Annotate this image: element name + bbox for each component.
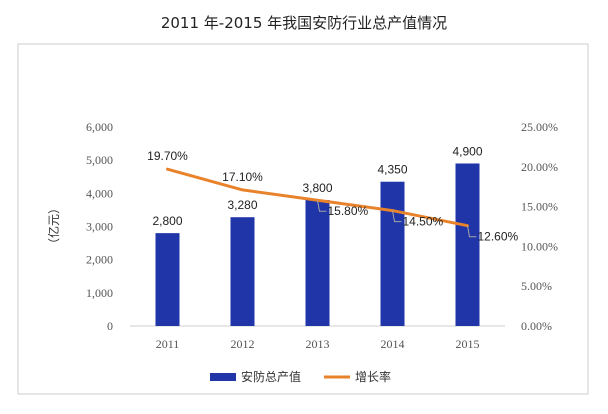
x-axis: 2011 2012 2013 2014 2015: [156, 337, 480, 351]
y2-tick-label: 20.00%: [521, 160, 558, 174]
bar-data-labels: 2,800 3,280 3,800 4,350 4,900: [152, 144, 482, 228]
y-axis-title: （亿元）: [46, 202, 61, 250]
bar: [155, 233, 180, 326]
line-data-label: 17.10%: [222, 170, 263, 184]
bar-data-label: 4,350: [377, 163, 407, 177]
line-data-label: 19.70%: [147, 149, 188, 163]
y2-tick-label: 25.00%: [521, 120, 558, 134]
bar-data-label: 3,800: [302, 181, 332, 195]
line-data-label: 12.60%: [478, 230, 519, 244]
x-tick-label: 2011: [156, 337, 180, 351]
y2-tick-label: 10.00%: [521, 239, 558, 253]
label-leader-line: [467, 225, 477, 238]
bar: [380, 181, 405, 326]
y-tick-label: 3,000: [86, 220, 113, 234]
y-tick-label: 2,000: [86, 253, 113, 267]
bar: [455, 163, 480, 326]
x-tick-label: 2013: [306, 337, 330, 351]
y-axis-right: 0.00% 5.00% 10.00% 15.00% 20.00% 25.00%: [521, 120, 558, 333]
y-tick-label: 4,000: [86, 186, 113, 200]
bar-data-label: 3,280: [227, 198, 257, 212]
line-data-labels: 19.70% 17.10% 15.80% 14.50% 12.60%: [147, 149, 518, 244]
plot-frame: [17, 43, 589, 395]
x-tick-label: 2015: [456, 337, 480, 351]
legend-label: 安防总产值: [241, 369, 301, 384]
y2-tick-label: 0.00%: [521, 319, 552, 333]
y-tick-label: 5,000: [86, 153, 113, 167]
y-axis-left: 0 1,000 2,000 3,000 4,000 5,000 6,000: [86, 120, 113, 333]
line-data-label: 14.50%: [403, 215, 444, 229]
legend: 安防总产值 增长率: [210, 369, 391, 384]
label-leader-line: [317, 200, 327, 212]
label-leader-line: [392, 210, 402, 223]
chart-title: 2011 年-2015 年我国安防行业总产值情况: [160, 14, 448, 32]
bar: [230, 217, 255, 326]
line-data-label: 15.80%: [328, 204, 369, 218]
y-tick-label: 0: [107, 319, 113, 333]
y-tick-label: 1,000: [86, 286, 113, 300]
bar-series: [155, 163, 480, 326]
y2-tick-label: 15.00%: [521, 200, 558, 214]
legend-label: 增长率: [355, 369, 391, 384]
y2-tick-label: 5.00%: [521, 279, 552, 293]
bar: [305, 199, 330, 326]
x-tick-label: 2012: [231, 337, 255, 351]
x-tick-label: 2014: [381, 337, 405, 351]
legend-swatch-bar: [210, 373, 236, 381]
bar-data-label: 4,900: [452, 144, 482, 158]
y-tick-label: 6,000: [86, 120, 113, 134]
bar-data-label: 2,800: [152, 214, 182, 228]
